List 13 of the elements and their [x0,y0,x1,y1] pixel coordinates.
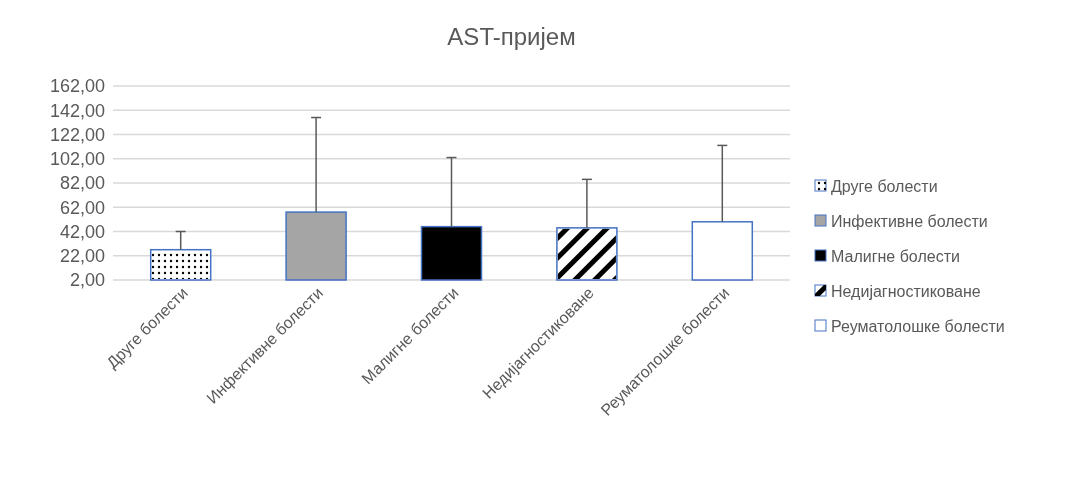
legend-label: Малигне болести [831,247,960,265]
legend-label: Друге болести [831,177,938,195]
y-tick-label: 102,00 [49,149,105,170]
y-tick-label: 62,00 [59,197,105,218]
y-tick-label: 162,00 [49,76,105,97]
y-tick-label: 42,00 [59,221,105,242]
y-tick-label: 82,00 [59,173,105,194]
y-tick-label: 2,00 [69,270,105,291]
chart-title: AST-пријем [447,23,576,50]
y-tick-label: 22,00 [59,246,105,267]
y-tick-label: 122,00 [49,124,105,145]
y-tick-label: 142,00 [49,100,105,121]
legend-label: Инфективне болести [831,212,988,230]
